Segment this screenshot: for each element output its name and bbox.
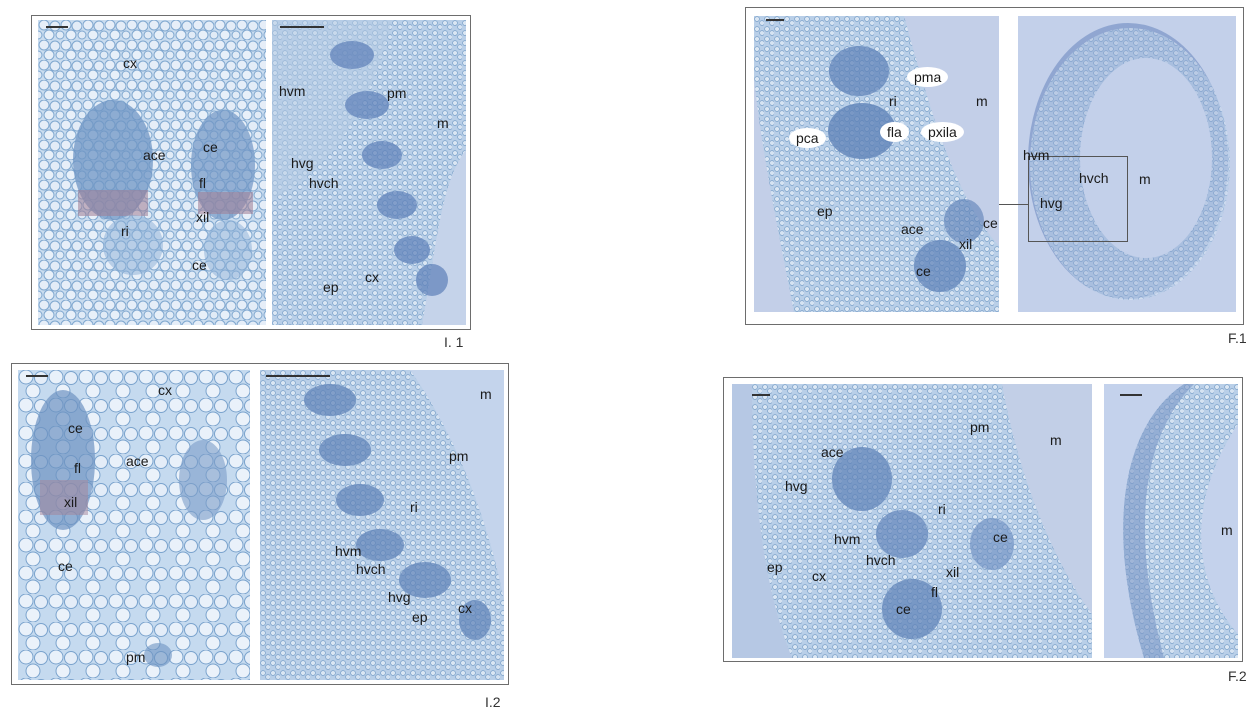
label-hvm: hvm: [1023, 147, 1050, 163]
micrograph-i2-right: [260, 370, 504, 680]
label-ri: ri: [410, 499, 418, 515]
label-ce: ce: [58, 558, 73, 574]
label-fl: fl: [74, 460, 81, 476]
label-ce: ce: [993, 529, 1008, 545]
label-fla: fla: [880, 122, 909, 142]
label-pm: pm: [970, 419, 990, 435]
label-ace: ace: [901, 221, 924, 237]
label-ace: ace: [126, 453, 149, 469]
label-ce: ce: [916, 263, 931, 279]
figure-label-i1: I. 1: [444, 334, 464, 350]
label-pm: pm: [449, 448, 469, 464]
micrograph-f2-left: [732, 384, 1092, 658]
label-hvg: hvg: [388, 589, 411, 605]
label-ace: ace: [821, 444, 844, 460]
label-pm: pm: [387, 85, 407, 101]
label-hvm: hvm: [279, 83, 306, 99]
label-hvch: hvch: [356, 561, 386, 577]
label-cx: cx: [812, 568, 826, 584]
label-xil: xil: [64, 494, 78, 510]
label-cx: cx: [158, 382, 172, 398]
scale-bar: [1120, 394, 1142, 396]
label-pxila: pxila: [921, 122, 964, 142]
label-ep: ep: [817, 203, 833, 219]
figure-i1: cx ace ce fl xil ri ce hvm pm m hvg hvch…: [31, 15, 471, 330]
label-pma: pma: [907, 67, 949, 87]
label-pca: pca: [789, 128, 826, 148]
label-ce: ce: [896, 601, 911, 617]
figure-f2: pm m ace hvg ri ce hvm hvch xil ep cx fl…: [723, 377, 1243, 662]
micrograph-i1-left: [38, 20, 266, 325]
label-ce: ce: [203, 139, 218, 155]
label-hvm: hvm: [335, 543, 362, 559]
figure-label-i2: I.2: [485, 694, 501, 710]
micrograph-f2-right: [1104, 384, 1238, 658]
micrograph-f1-left: [754, 16, 999, 312]
label-ce: ce: [983, 215, 998, 231]
inset-leader-line: [999, 204, 1028, 205]
label-hvg: hvg: [785, 478, 808, 494]
scale-bar: [280, 26, 324, 28]
label-fl: fl: [931, 584, 938, 600]
label-m: m: [480, 386, 492, 402]
figure-label-f2: F.2: [1228, 668, 1247, 684]
label-cx: cx: [365, 269, 379, 285]
micrograph-i1-right: [272, 20, 466, 325]
scale-bar: [752, 394, 770, 396]
label-cx: cx: [458, 600, 472, 616]
label-hvch: hvch: [1079, 170, 1109, 186]
scale-bar: [266, 375, 330, 377]
label-ri: ri: [121, 223, 129, 239]
label-fl: fl: [199, 175, 206, 191]
label-ep: ep: [323, 279, 339, 295]
figure-i2: cx ce ace fl xil ce pm m pm ri hvm hvch …: [11, 363, 509, 685]
label-hvch: hvch: [866, 552, 896, 568]
label-m: m: [1221, 522, 1233, 538]
inset-box: [1028, 156, 1128, 242]
label-xil: xil: [959, 236, 973, 252]
label-ace: ace: [143, 147, 166, 163]
label-hvg: hvg: [291, 155, 314, 171]
label-m: m: [1050, 432, 1062, 448]
label-m: m: [1139, 171, 1151, 187]
label-cx: cx: [123, 55, 137, 71]
label-ce: ce: [68, 420, 83, 436]
label-ep: ep: [767, 559, 783, 575]
label-m: m: [437, 115, 449, 131]
label-ri: ri: [938, 501, 946, 517]
figure-label-f1: F.1: [1228, 330, 1247, 346]
label-m: m: [976, 93, 988, 109]
scale-bar: [26, 375, 48, 377]
label-ep: ep: [412, 609, 428, 625]
scale-bar: [46, 26, 68, 28]
label-hvg: hvg: [1040, 195, 1063, 211]
micrograph-i2-left: [18, 370, 250, 680]
label-hvm: hvm: [834, 531, 861, 547]
label-ri: ri: [889, 93, 897, 109]
label-ce: ce: [192, 257, 207, 273]
scale-bar: [766, 19, 784, 21]
figure-f1: pma m ri pca fla pxila ep ace ce xil ce …: [745, 7, 1244, 325]
label-xil: xil: [946, 564, 960, 580]
label-pm: pm: [126, 649, 146, 665]
label-xil: xil: [196, 209, 210, 225]
label-hvch: hvch: [309, 175, 339, 191]
